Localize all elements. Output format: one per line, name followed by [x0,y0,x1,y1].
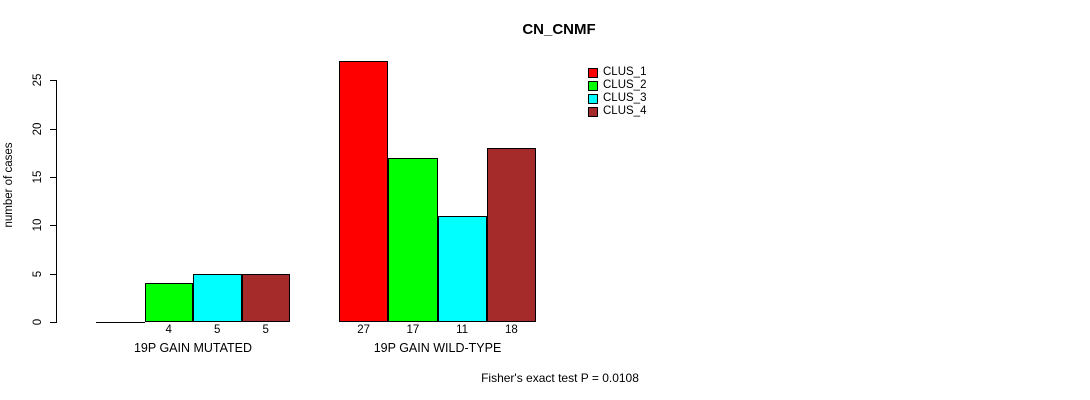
y-axis-tick [50,80,56,82]
annotation-fisher-test: Fisher's exact test P = 0.0108 [481,371,639,385]
y-axis-tick-label: 25 [32,73,44,87]
legend-label-clus_1: CLUS_1 [603,66,647,78]
y-axis-tick [50,176,56,178]
y-axis-tick [50,225,56,227]
bar-clus_2-group2 [388,157,438,322]
bar-value-label-clus_3-group1: 5 [214,324,221,336]
y-axis-tick [50,322,56,323]
legend-swatch-clus_1 [588,67,598,78]
bar-value-label-clus_3-group2: 11 [456,324,469,336]
legend-swatch-clus_3 [588,93,598,104]
bar-value-label-clus_4-group1: 5 [262,324,269,336]
y-axis-line [56,80,57,323]
bar-clus_2-group1 [144,283,193,322]
legend-item-clus_4: CLUS_4 [588,105,646,118]
legend-item-clus_1: CLUS_1 [588,66,646,79]
y-axis-tick [50,273,56,275]
bar-clus_3-group1 [193,273,242,322]
category-label-1: 19P GAIN MUTATED [133,341,253,355]
bar-value-label-clus_2-group1: 4 [165,324,172,336]
legend-swatch-clus_4 [588,106,598,117]
bar-value-label-clus_2-group2: 17 [406,324,420,336]
bar-clus_1-group2 [339,60,389,322]
y-axis-tick-label: 15 [32,170,44,184]
y-axis-tick [50,128,56,130]
legend-label-clus_3: CLUS_3 [603,92,647,104]
bar-clus_4-group2 [486,147,536,322]
legend: CLUS_1 CLUS_2 CLUS_3 CLUS_4 [588,66,646,118]
bar-value-label-clus_4-group2: 18 [504,324,518,336]
y-axis-tick-label: 5 [32,270,44,277]
legend-swatch-clus_2 [588,80,598,91]
y-axis-tick-label: 10 [32,218,44,232]
category-label-2: 19P GAIN WILD-TYPE [373,341,502,355]
legend-label-clus_4: CLUS_4 [603,105,647,117]
y-axis-tick-label: 20 [32,122,44,136]
legend-label-clus_2: CLUS_2 [603,79,647,91]
bar-clus_3-group2 [437,215,487,322]
bar-clus_1-group1-zero [96,322,145,323]
bar-clus_4-group1 [241,273,290,322]
legend-item-clus_3: CLUS_3 [588,92,646,105]
legend-item-clus_2: CLUS_2 [588,79,646,92]
y-axis-tick-label: 0 [32,318,44,326]
bar-value-label-clus_1-group2: 27 [357,324,371,336]
chart-title: CN_CNMF [522,21,596,38]
